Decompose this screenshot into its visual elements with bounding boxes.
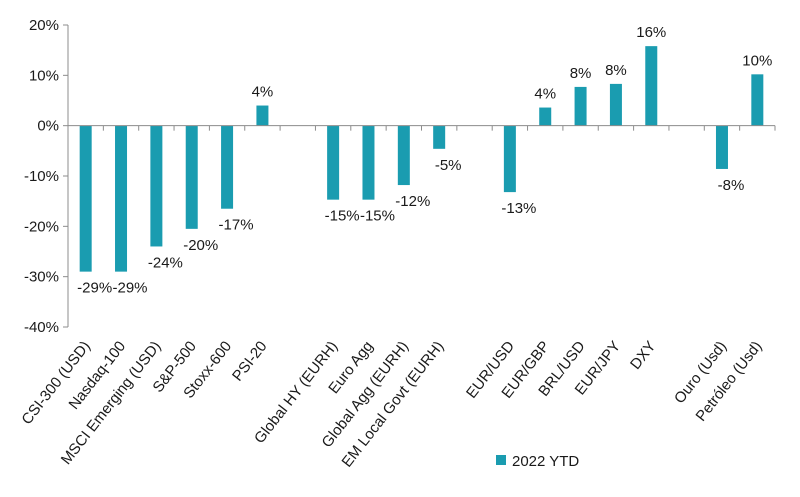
- data-label: 4%: [534, 86, 556, 103]
- category-label: DXY: [627, 338, 659, 373]
- data-label: -13%: [501, 200, 536, 217]
- data-label: 10%: [742, 52, 772, 69]
- bar: [256, 105, 269, 126]
- data-label: -12%: [395, 193, 430, 210]
- bar: [715, 125, 728, 169]
- data-label: -29%: [113, 280, 148, 297]
- category-label: PSI-20: [229, 338, 271, 385]
- bar: [539, 107, 552, 126]
- y-tick-label: 0%: [37, 118, 59, 135]
- bar: [327, 125, 340, 200]
- y-tick-label: -40%: [24, 319, 59, 336]
- y-tick-label: -20%: [24, 218, 59, 235]
- bar: [574, 86, 587, 126]
- data-label: -8%: [718, 177, 745, 194]
- bar: [609, 83, 622, 126]
- bar: [503, 125, 516, 193]
- legend-swatch: [496, 455, 506, 465]
- bar: [433, 125, 446, 149]
- data-label: 4%: [252, 84, 274, 101]
- bar: [221, 125, 234, 209]
- y-tick-label: -10%: [24, 168, 59, 185]
- bar: [79, 125, 92, 272]
- data-label: -17%: [219, 217, 254, 234]
- y-tick-label: 10%: [29, 67, 59, 84]
- bar: [362, 125, 375, 200]
- data-label: 8%: [605, 62, 627, 79]
- data-label: -15%: [360, 208, 395, 225]
- bar: [751, 74, 764, 126]
- data-label: 8%: [570, 65, 592, 82]
- data-label: 16%: [636, 24, 666, 41]
- data-label: -20%: [183, 237, 218, 254]
- bar: [115, 125, 128, 272]
- bar: [645, 46, 658, 126]
- legend-label: 2022 YTD: [512, 453, 579, 470]
- bar: [397, 125, 410, 186]
- data-label: -29%: [77, 280, 112, 297]
- data-label: -24%: [148, 254, 183, 271]
- y-tick-label: -30%: [24, 269, 59, 286]
- data-label: -5%: [435, 157, 462, 174]
- bar: [150, 125, 163, 247]
- data-label: -15%: [325, 208, 360, 225]
- y-tick-label: 20%: [29, 17, 59, 34]
- bar: [185, 125, 198, 229]
